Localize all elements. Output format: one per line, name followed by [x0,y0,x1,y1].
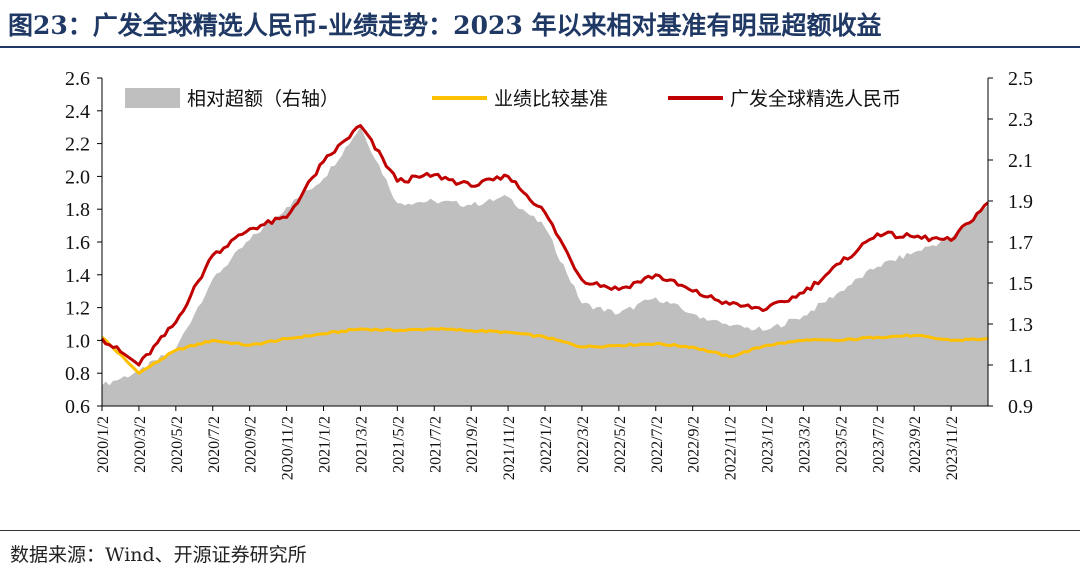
x-tick-label: 2020/7/2 [206,416,223,473]
x-tick-label: 2020/9/2 [243,416,260,473]
figure-title: 图23：广发全球精选人民币-业绩走势：2023 年以来相对基准有明显超额收益 [8,11,882,40]
left-tick-label: 2.0 [65,166,90,188]
x-tick-label: 2021/7/2 [427,416,444,473]
x-tick-label: 2021/9/2 [464,416,481,473]
x-tick-label: 2022/5/2 [612,416,629,473]
right-tick-label: 1.7 [1008,232,1033,254]
x-tick-label: 2021/5/2 [390,416,407,473]
left-tick-label: 2.6 [65,68,90,90]
x-tick-label: 2022/7/2 [649,416,666,473]
right-tick-label: 1.3 [1008,314,1033,336]
x-tick-label: 2020/11/2 [280,416,297,480]
left-tick-label: 2.2 [65,134,90,156]
legend-swatch [125,88,180,108]
x-tick-label: 2023/7/2 [870,416,887,473]
area-layer [101,127,989,406]
right-tick-label: 1.1 [1008,355,1033,377]
left-tick-label: 2.4 [65,101,90,123]
legend-item-benchmark: 业绩比较基准 [494,88,608,110]
legend-item-fund: 广发全球精选人民币 [730,88,901,110]
source-divider [0,530,1080,531]
left-tick-label: 1.4 [65,265,90,287]
x-tick-label: 2022/11/2 [723,416,740,480]
x-tick-label: 2020/3/2 [132,416,149,473]
line-layer [100,124,989,375]
x-tick-label: 2020/5/2 [169,416,186,473]
x-tick-label: 2021/3/2 [353,416,370,473]
left-tick-label: 0.8 [65,363,90,385]
x-tick-label: 2021/1/2 [317,416,334,473]
x-tick-label: 2023/1/2 [760,416,777,473]
right-tick-label: 1.5 [1008,273,1033,295]
x-tick-label: 2022/3/2 [575,416,592,473]
right-tick-label: 2.1 [1008,150,1033,172]
legend: 相对超额（右轴） 业绩比较基准 广发全球精选人民币 [125,88,901,110]
x-tick-label: 2023/9/2 [907,416,924,473]
x-tick-label: 2023/3/2 [796,416,813,473]
left-tick-label: 1.0 [65,330,90,352]
legend-item-relative-excess: 相对超额（右轴） [187,88,339,110]
x-tick-label: 2023/5/2 [833,416,850,473]
right-tick-label: 2.3 [1008,109,1033,131]
x-tick-label: 2023/11/2 [944,416,961,480]
title-divider [0,46,1080,48]
left-tick-label: 1.6 [65,232,90,254]
right-tick-label: 1.9 [1008,191,1033,213]
x-tick-label: 2022/1/2 [538,416,555,473]
x-tick-label: 2021/11/2 [501,416,518,480]
right-tick-label: 2.5 [1008,68,1033,90]
left-tick-label: 1.2 [65,298,90,320]
left-tick-label: 0.6 [65,396,90,418]
x-tick-label: 2020/1/2 [95,416,112,473]
source-note: 数据来源：Wind、开源证券研究所 [10,544,307,566]
x-tick-label: 2022/9/2 [686,416,703,473]
series-area-relative-excess [102,127,988,406]
chart: 0.6 0.8 1.0 1.2 1.4 1.6 1.8 2.0 2.2 2.4 2.6 0.9 1.1 1… [65,68,1033,480]
right-tick-label: 0.9 [1008,396,1033,418]
left-tick-label: 1.8 [65,199,90,221]
axis-layer: 0.6 0.8 1.0 1.2 1.4 1.6 1.8 2.0 2.2 2.4 2.6 0.9 1.1 1… [65,68,1033,480]
